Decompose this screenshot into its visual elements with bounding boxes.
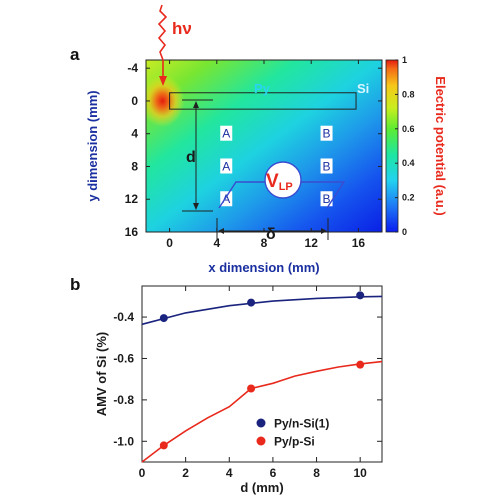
point-box-a [220, 158, 233, 174]
delta-arrowhead-right [321, 228, 327, 234]
point-box-b [320, 125, 333, 141]
data-point-1 [247, 384, 256, 393]
plot-b-axes: 0 2 4 6 8 10 -1.0 -0.8 -0.6 -0.4 [113, 286, 382, 480]
colorbar-label: Electric potential (a.u.) [433, 76, 448, 215]
data-point-0 [247, 298, 256, 307]
map-y-tick-label: 0 [131, 94, 138, 108]
plot-b-x-tick-label: 4 [226, 466, 233, 480]
voltage-label: VLP [266, 171, 293, 193]
plot-b-frame [141, 285, 383, 463]
probe-wire-right [301, 181, 346, 209]
legend-marker-0 [256, 418, 266, 428]
legend: Py/n-Si(1) Py/p-Si [256, 417, 329, 449]
si-label: Si [357, 81, 369, 96]
d-arrowhead-top [193, 101, 199, 108]
data-point-1 [159, 441, 168, 450]
point-label-b: B [323, 127, 331, 141]
delta-label: δ [266, 226, 276, 243]
light-label: hν [172, 19, 192, 38]
map-y-tick-label: 16 [125, 225, 139, 239]
plot-b-x-axis-label: d (mm) [240, 480, 283, 495]
data-points [159, 291, 365, 450]
colorbar-tick-label: 0.4 [402, 158, 415, 168]
light-arrowhead [159, 76, 167, 86]
point-label-a: A [222, 192, 230, 206]
plot-b-y-tick-label: -0.4 [113, 310, 134, 324]
colorbar-ticks: 0 0.2 0.4 0.6 0.8 1 [395, 55, 415, 237]
plot-b-x-tick-label: 2 [182, 466, 189, 480]
plot-b-x-tick-label: 10 [354, 466, 368, 480]
map-x-tick-label: 12 [305, 236, 319, 250]
map-x-tick-label: 8 [261, 236, 268, 250]
map-y-tick-label: -4 [127, 61, 138, 75]
delta-arrowhead-left [218, 228, 224, 234]
plot-b-y-axis-label: AMV of Si (%) [94, 332, 109, 417]
colorbar-tick-label: 0 [402, 227, 407, 237]
map-y-tick-label: 4 [131, 127, 138, 141]
potential-map [145, 59, 383, 233]
panel-b-label: b [70, 275, 80, 294]
plot-b-x-tick-label: 0 [139, 466, 146, 480]
map-x-tick-label: 16 [352, 236, 366, 250]
point-box-a [220, 125, 233, 141]
data-point-0 [356, 291, 365, 300]
point-box-b [320, 191, 333, 207]
point-label-b: B [323, 159, 331, 173]
colorbar-tick-label: 0.6 [402, 124, 415, 134]
legend-marker-1 [256, 436, 266, 446]
point-label-a: A [222, 127, 230, 141]
map-x-tick-label: 4 [213, 236, 220, 250]
probe-wire-left [218, 181, 265, 209]
light-hotspot [146, 74, 185, 127]
point-label-b: B [323, 192, 331, 206]
point-box-b [320, 158, 333, 174]
map-y-axis-label: y dimension (mm) [85, 90, 100, 201]
data-point-1 [356, 360, 365, 369]
map-x-tick-label: 0 [166, 236, 173, 250]
colorbar-tick-label: 1 [402, 55, 407, 65]
colorbar [385, 59, 399, 233]
plot-b-y-tick-label: -1.0 [113, 434, 134, 448]
plot-b-x-tick-label: 6 [270, 466, 277, 480]
plot-b-y-tick-label: -0.8 [113, 393, 134, 407]
py-label: Py [254, 81, 271, 96]
panel-a-label: a [70, 45, 80, 64]
fit-curve-1 [141, 360, 383, 463]
plot-b-x-tick-label: 8 [313, 466, 320, 480]
light-arrow [157, 4, 168, 80]
legend-label-1: Py/p-Si [274, 435, 315, 449]
point-label-a: A [222, 159, 230, 173]
map-y-tick-label: 12 [125, 192, 139, 206]
fit-curve-0 [141, 295, 383, 326]
d-arrowhead-bottom [193, 203, 199, 210]
plot-b-y-tick-label: -0.6 [113, 351, 134, 365]
measurement-points: A A A B B B [220, 125, 333, 207]
voltmeter-circle [264, 161, 302, 199]
colorbar-tick-label: 0.2 [402, 193, 415, 203]
map-y-tick-label: 8 [131, 159, 138, 173]
map-x-axis-label: x dimension (mm) [208, 260, 319, 275]
map-axes: 0 4 8 12 16 -4 0 4 8 12 16 [125, 60, 382, 250]
d-label: d [186, 149, 196, 166]
map-background [146, 60, 382, 232]
legend-label-0: Py/n-Si(1) [274, 417, 329, 431]
data-point-0 [159, 314, 168, 323]
colorbar-tick-label: 0.8 [402, 89, 415, 99]
py-si-strip [169, 92, 357, 110]
